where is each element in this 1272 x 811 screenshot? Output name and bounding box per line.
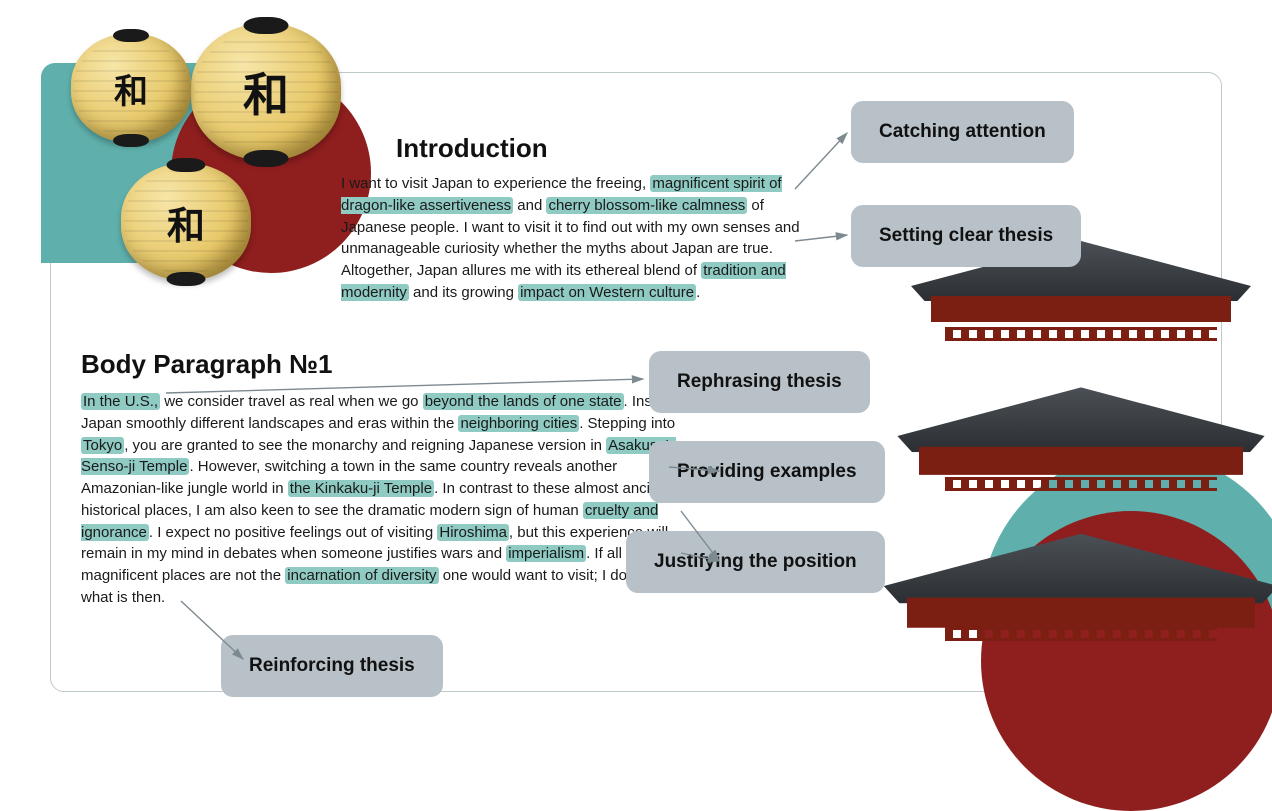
text: .	[696, 284, 700, 301]
heading-body-paragraph-1: Body Paragraph №1	[81, 349, 333, 380]
text: I want to visit Japan to experience the …	[341, 175, 650, 192]
highlight: Hiroshima	[437, 524, 509, 541]
tag-rephrasing-thesis: Rephrasing thesis	[649, 351, 870, 413]
highlight: impact on Western culture	[518, 284, 696, 301]
tag-justifying-position: Justifying the position	[626, 531, 885, 593]
pagoda-illustration	[911, 241, 1251, 701]
body-paragraph-1: In the U.S., we consider travel as real …	[81, 391, 691, 609]
lantern-icon: 和	[191, 23, 341, 161]
tag-providing-examples: Providing examples	[649, 441, 885, 503]
highlight: imperialism	[506, 545, 586, 562]
highlight: cherry blossom-like calmness	[546, 197, 747, 214]
tag-catching-attention: Catching attention	[851, 101, 1074, 163]
highlight: beyond the lands of one state	[423, 393, 624, 410]
tag-reinforcing-thesis: Reinforcing thesis	[221, 635, 443, 697]
highlight: the Kinkaku-ji Temple	[288, 480, 434, 497]
text: we consider travel as real when we go	[160, 393, 423, 410]
text: and	[513, 197, 546, 214]
highlight: Tokyo	[81, 437, 124, 454]
heading-introduction: Introduction	[396, 133, 548, 164]
text: and its growing	[409, 284, 518, 301]
tag-setting-clear-thesis: Setting clear thesis	[851, 205, 1081, 267]
text: . I expect no positive feelings out of v…	[149, 524, 438, 541]
lantern-icon: 和	[71, 33, 191, 143]
introduction-paragraph: I want to visit Japan to experience the …	[341, 173, 801, 304]
highlight: neighboring cities	[458, 415, 579, 432]
highlight: In the U.S.,	[81, 393, 160, 410]
text: , you are granted to see the monarchy an…	[124, 437, 606, 454]
lantern-icon: 和	[121, 163, 251, 281]
highlight: incarnation of diversity	[285, 567, 438, 584]
content-card: 和 和 和 Introduction Body Paragraph №1 I w…	[50, 72, 1222, 692]
text: . Stepping into	[579, 415, 675, 432]
